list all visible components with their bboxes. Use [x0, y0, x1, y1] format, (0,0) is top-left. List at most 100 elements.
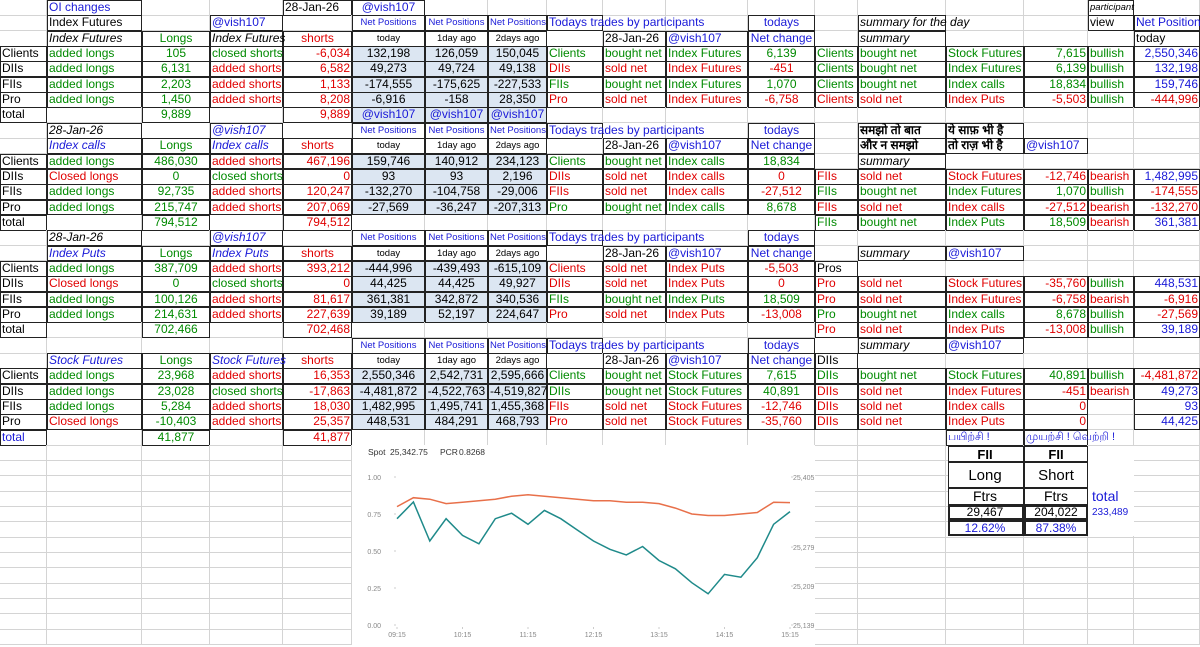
grid-cell — [666, 138, 748, 154]
cell: 361,381 — [366, 291, 411, 306]
grid-cell — [47, 445, 142, 461]
cell: bought net — [860, 61, 917, 76]
grid-cell — [0, 552, 47, 569]
grid-cell — [666, 414, 748, 431]
cell: Clients — [817, 92, 854, 107]
cell: summary — [860, 337, 910, 352]
cell: 28-Jan-26 — [285, 0, 340, 14]
cell: Pro — [2, 414, 21, 429]
grid-cell — [946, 353, 1024, 369]
cell: 93 — [1184, 399, 1198, 414]
grid-cell — [47, 260, 142, 277]
cell: 6,582 — [319, 61, 350, 76]
grid-cell — [283, 521, 352, 538]
grid-cell — [488, 260, 547, 277]
grid-cell — [0, 598, 47, 615]
cell: Clients — [549, 368, 586, 383]
cell: Pro — [2, 92, 21, 107]
cell: 794,512 — [154, 214, 198, 229]
grid-cell — [815, 583, 858, 600]
grid-cell — [815, 445, 858, 461]
grid-cell — [603, 429, 666, 446]
cell: 1day ago — [436, 32, 477, 44]
grid-cell — [748, 92, 815, 108]
grid-cell — [1024, 291, 1088, 308]
grid-cell — [858, 0, 946, 16]
grid-cell — [283, 506, 352, 523]
grid-cell — [603, 368, 666, 385]
cell: 0 — [172, 168, 180, 183]
cell: participant — [1090, 2, 1134, 13]
grid-cell — [1024, 107, 1088, 124]
grid-cell — [603, 92, 666, 108]
grid-cell — [547, 429, 603, 446]
cell: @vish107 — [1026, 138, 1080, 153]
cell: 49,273 — [1161, 383, 1198, 398]
cell: Stock Futures — [668, 383, 743, 398]
cell: Pro — [817, 291, 836, 306]
grid-cell — [47, 552, 142, 569]
grid-cell — [603, 337, 666, 354]
cell: 1day ago — [436, 355, 477, 367]
grid-cell — [603, 61, 666, 78]
grid-cell — [210, 307, 283, 323]
grid-cell — [142, 583, 210, 600]
fii-cell — [1024, 488, 1088, 505]
grid-cell — [488, 414, 547, 431]
grid-cell — [142, 122, 210, 139]
cell: bullish — [1090, 276, 1125, 291]
grid-cell — [815, 0, 858, 16]
grid-cell — [858, 475, 946, 492]
grid-cell — [488, 30, 547, 47]
cell: FIIs — [817, 214, 837, 229]
grid-cell — [946, 552, 1024, 569]
grid-cell — [283, 15, 352, 32]
cell: 18,030 — [313, 399, 350, 414]
cell: Net Positions — [360, 339, 417, 351]
cell: Index Futures — [49, 15, 123, 30]
cell: added shorts — [212, 153, 282, 168]
grid-cell — [352, 368, 425, 385]
cell: Clients — [549, 153, 586, 168]
grid-cell — [748, 199, 815, 216]
grid-cell — [142, 429, 210, 446]
grid-cell — [352, 337, 425, 354]
cell: Index Puts — [668, 307, 725, 321]
cell: view — [1090, 15, 1115, 30]
cell: Longs — [159, 353, 193, 368]
grid-cell — [0, 322, 47, 339]
cell: Stock Futures — [668, 368, 743, 383]
grid-cell — [858, 445, 946, 461]
grid-cell — [142, 445, 210, 461]
fii-cell — [948, 488, 1024, 505]
cell: Pros — [817, 260, 842, 275]
cell: today — [376, 32, 401, 44]
cell: FIIs — [2, 399, 22, 414]
cell: Index Futures — [49, 30, 123, 45]
cell: 39,189 — [1161, 322, 1198, 337]
grid-cell — [1134, 445, 1200, 461]
grid-cell — [547, 337, 603, 354]
cell: 150,045 — [495, 46, 540, 61]
cell: today — [1136, 30, 1166, 45]
grid-cell — [547, 15, 603, 32]
grid-cell — [547, 214, 603, 231]
grid-cell — [858, 92, 946, 108]
grid-cell — [210, 260, 283, 277]
fii-cell — [948, 520, 1024, 536]
cell: added longs — [49, 46, 115, 61]
cell: bearish — [1090, 199, 1130, 214]
cell: bought net — [605, 291, 662, 306]
grid-cell — [858, 61, 946, 78]
cell: 49,927 — [499, 276, 536, 291]
grid-cell — [47, 92, 142, 108]
cell: 1,482,995 — [361, 399, 416, 414]
grid-cell — [946, 15, 1024, 32]
cell: 18,509 — [763, 291, 800, 306]
grid-cell — [1088, 583, 1134, 600]
grid-cell — [210, 475, 283, 492]
cell: Index Futures — [948, 184, 1022, 199]
grid-cell — [142, 15, 210, 32]
cell: 132,198 — [366, 46, 411, 61]
cell: -27,569 — [368, 199, 409, 214]
